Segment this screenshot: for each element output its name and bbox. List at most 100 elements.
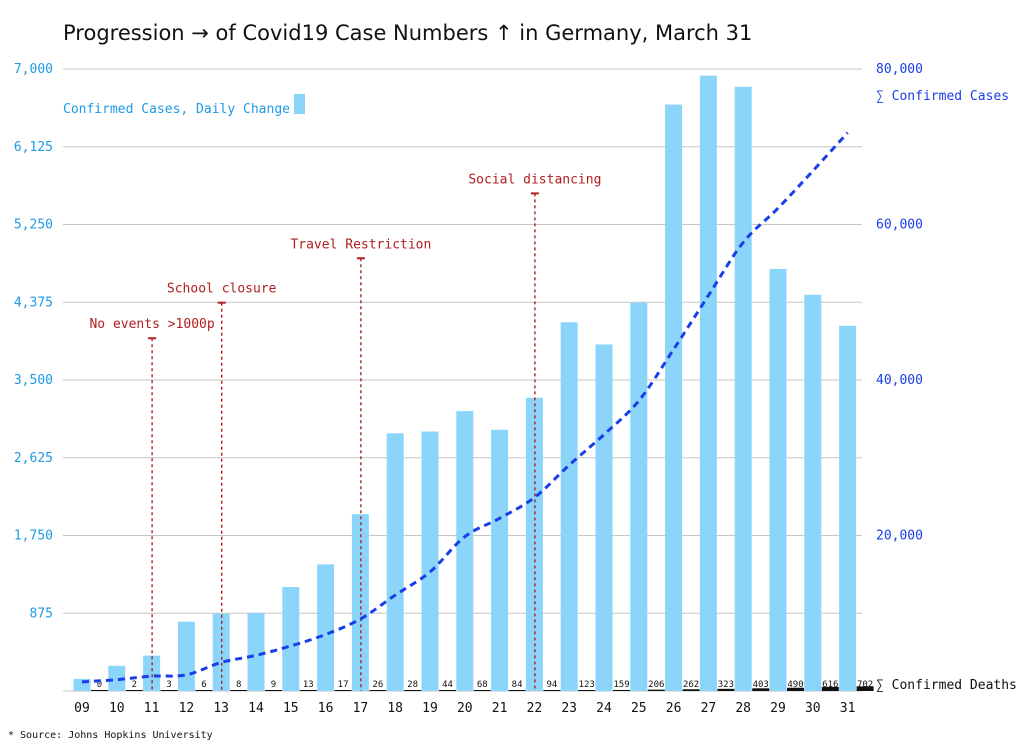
death-label: 28 [407, 680, 418, 690]
left-tick-label: 7,000 [14, 62, 53, 77]
death-bar [682, 689, 700, 691]
death-label: 9 [271, 680, 276, 690]
chart-title: Progression → of Covid19 Case Numbers ↑ … [63, 21, 752, 45]
x-tick-label: 19 [422, 701, 438, 716]
death-bar [369, 690, 387, 691]
death-label: 206 [648, 680, 664, 690]
death-label: 616 [822, 680, 838, 690]
death-bar [473, 690, 491, 691]
right-tick-label: 80,000 [876, 62, 923, 77]
death-bar [647, 689, 665, 691]
death-bar [613, 689, 630, 691]
death-bar [439, 690, 456, 691]
confirmed-cases-line [81, 131, 849, 684]
death-label: 490 [787, 680, 803, 690]
daily-bar [456, 411, 474, 691]
x-tick-label: 18 [387, 701, 403, 716]
death-label: 26 [372, 680, 383, 690]
right-tick-label: 20,000 [876, 529, 923, 544]
daily-bar [665, 104, 683, 692]
annotations: No events >1000p School closure Travel Res… [89, 172, 601, 691]
axes: 7,0006,1255,2504,3753,5002,6251,75087580… [14, 62, 923, 716]
death-label: 262 [683, 680, 699, 690]
death-label: 0 [97, 680, 102, 690]
daily-bar [560, 322, 578, 691]
death-label: 123 [579, 680, 595, 690]
cumulative-line [81, 131, 849, 684]
x-tick-label: 17 [353, 701, 369, 716]
x-tick-label: 26 [666, 701, 682, 716]
daily-bar [595, 344, 613, 691]
x-tick-label: 09 [74, 701, 90, 716]
death-label: 403 [753, 680, 769, 690]
x-tick-label: 29 [770, 701, 786, 716]
x-tick-label: 12 [179, 701, 195, 716]
left-tick-label: 3,500 [14, 373, 53, 388]
death-label: 702 [857, 680, 873, 690]
x-tick-label: 13 [213, 701, 229, 716]
x-tick-label: 27 [701, 701, 717, 716]
death-bar [717, 688, 735, 691]
death-bar [230, 690, 248, 691]
legend: Confirmed Cases, Daily Change ∑ Confirme… [63, 89, 1017, 693]
death-bar [160, 690, 178, 691]
legend-line-label: ∑ Confirmed Cases [876, 89, 1009, 104]
daily-bar [491, 429, 509, 691]
left-tick-label: 2,625 [14, 451, 53, 466]
death-label: 8 [236, 680, 241, 690]
death-bar [299, 690, 317, 691]
right-tick-label: 60,000 [876, 218, 923, 233]
x-tick-label: 24 [596, 701, 612, 716]
daily-bar [386, 433, 404, 691]
death-label: 3 [166, 680, 171, 690]
x-tick-label: 11 [144, 701, 160, 716]
death-label: 2 [132, 680, 137, 690]
death-bar [578, 690, 596, 691]
death-bar [265, 690, 282, 691]
bars [73, 75, 857, 692]
death-label: 159 [613, 680, 629, 690]
death-bar [543, 690, 561, 691]
death-bar [856, 686, 874, 691]
death-label: 6 [201, 680, 206, 690]
left-tick-label: 1,750 [14, 529, 53, 544]
x-tick-label: 22 [527, 701, 543, 716]
daily-bar [247, 612, 265, 691]
death-label: 44 [442, 680, 453, 690]
legend-bars-label: Confirmed Cases, Daily Change [63, 102, 290, 117]
daily-bar [699, 75, 717, 691]
x-tick-label: 31 [840, 701, 856, 716]
death-label: 94 [546, 680, 557, 690]
annotation-label: Social distancing [468, 172, 601, 187]
daily-bar [108, 665, 126, 691]
left-tick-label: 6,125 [14, 140, 53, 155]
death-bar [752, 688, 770, 691]
x-tick-label: 14 [248, 701, 264, 716]
death-bar [821, 686, 839, 691]
legend-deaths-label: ∑ Confirmed Deaths [876, 678, 1017, 693]
source-note: * Source: Johns Hopkins University [8, 730, 213, 741]
daily-bar [630, 302, 648, 691]
death-bar [195, 690, 213, 691]
x-tick-label: 28 [735, 701, 751, 716]
daily-bar [282, 587, 300, 691]
death-bars: 0 2 3 6 8 9 13 17 26 28 44 68 84 94 123 159 206 262 323 403… [91, 680, 874, 691]
death-bar [508, 690, 526, 691]
annotation-label: Travel Restriction [290, 237, 431, 252]
x-tick-label: 16 [318, 701, 334, 716]
death-bar [334, 690, 352, 691]
x-tick-label: 21 [492, 701, 508, 716]
death-label: 13 [303, 680, 314, 690]
right-tick-label: 40,000 [876, 373, 923, 388]
left-tick-label: 875 [30, 606, 53, 621]
left-tick-label: 4,375 [14, 295, 53, 310]
death-label: 17 [338, 680, 349, 690]
x-tick-label: 10 [109, 701, 125, 716]
daily-bar [769, 268, 787, 691]
daily-bar [804, 294, 822, 691]
death-bar [125, 690, 143, 691]
annotation-label: School closure [167, 282, 277, 297]
death-bar [91, 690, 108, 691]
daily-bar [421, 431, 439, 691]
